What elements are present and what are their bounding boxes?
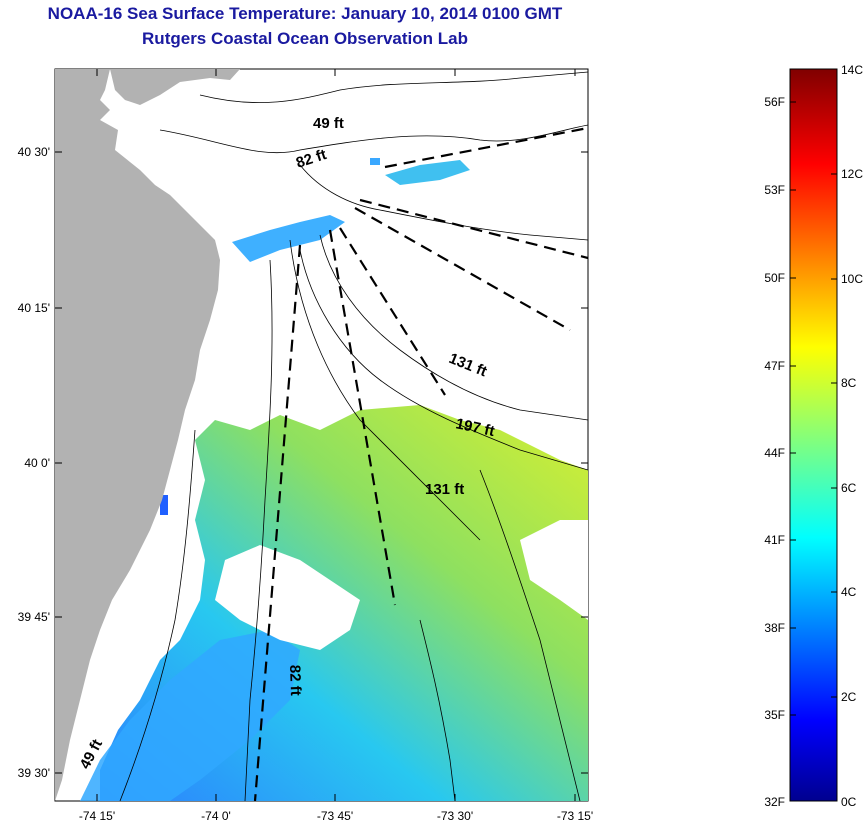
colorbar-fahrenheit-label: 50F xyxy=(764,271,785,285)
isobath-label: 82 ft xyxy=(286,665,304,696)
map-ticks xyxy=(55,69,588,801)
colorbar-ticks xyxy=(790,68,837,802)
colorbar-celsius-label: 6C xyxy=(841,481,857,495)
colorbar-celsius-label: 14C xyxy=(841,63,863,77)
bathymetry-contours xyxy=(119,71,588,801)
sst-north-patch xyxy=(232,215,345,262)
land-new-jersey xyxy=(55,69,220,801)
lat-tick-label: 39 30' xyxy=(18,766,50,780)
cloud-gap xyxy=(520,520,588,620)
isobath-label: 131 ft xyxy=(425,481,464,498)
colorbar-celsius-label: 10C xyxy=(841,272,863,286)
colorbar-fahrenheit-label: 53F xyxy=(764,183,785,197)
sst-cold-band xyxy=(80,630,300,801)
colorbar-celsius-label: 4C xyxy=(841,585,857,599)
lat-tick-label: 40 15' xyxy=(18,301,50,315)
colorbar-fahrenheit-label: 32F xyxy=(764,795,785,809)
colorbar-celsius-label: 2C xyxy=(841,690,857,704)
cloud-gap xyxy=(215,545,360,650)
colorbar-fahrenheit-label: 38F xyxy=(764,621,785,635)
colorbar-fahrenheit-label: 35F xyxy=(764,708,785,722)
colorbar-celsius-label: 12C xyxy=(841,167,863,181)
colorbar-fahrenheit-label: 56F xyxy=(764,95,785,109)
lon-tick-label: -73 30' xyxy=(437,809,473,823)
lon-tick-label: -74 15' xyxy=(79,809,115,823)
lon-tick-label: -73 45' xyxy=(317,809,353,823)
sst-north-patch xyxy=(385,160,470,185)
colorbar-celsius-label: 8C xyxy=(841,376,857,390)
land-north xyxy=(110,69,240,105)
lon-tick-label: -73 15' xyxy=(557,809,593,823)
colorbar-celsius-label: 0C xyxy=(841,795,857,809)
lat-tick-label: 40 30' xyxy=(18,145,50,159)
map-subtitle: Rutgers Coastal Ocean Observation Lab xyxy=(142,29,468,48)
map-title: NOAA-16 Sea Surface Temperature: January… xyxy=(47,4,563,23)
colorbar xyxy=(789,68,838,802)
lat-tick-label: 40 0' xyxy=(24,456,50,470)
lon-tick-label: -74 0' xyxy=(201,809,231,823)
colorbar-fahrenheit-label: 44F xyxy=(764,446,785,460)
survey-lines xyxy=(253,126,588,801)
lat-tick-label: 39 45' xyxy=(18,610,50,624)
colorbar-fahrenheit-label: 41F xyxy=(764,533,785,547)
colorbar-fahrenheit-label: 47F xyxy=(764,359,785,373)
isobath-label: 49 ft xyxy=(313,115,344,132)
